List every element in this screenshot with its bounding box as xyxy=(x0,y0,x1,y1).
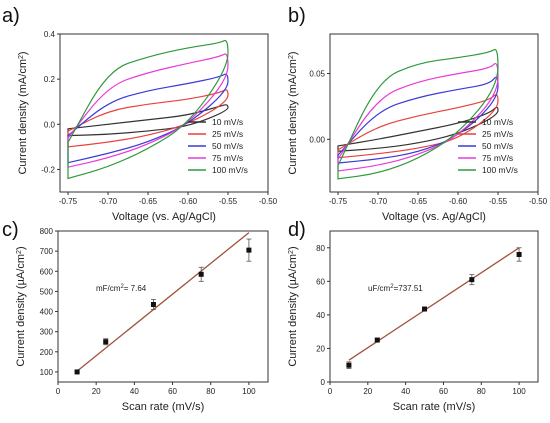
panel-label: b) xyxy=(288,5,306,27)
y-axis-label: Current density (µA/cm2) xyxy=(287,246,299,366)
y-tick-label: 0.2 xyxy=(44,75,56,84)
y-tick-label: 100 xyxy=(40,368,54,377)
x-tick-label: -0.70 xyxy=(99,197,118,206)
x-axis-label: Scan rate (mV/s) xyxy=(122,401,205,413)
legend-entry: 100 mV/s xyxy=(212,165,248,175)
series-75-mv-s-curve xyxy=(337,63,499,172)
data-point xyxy=(516,251,522,257)
x-tick-label: -0.55 xyxy=(489,197,508,206)
data-point xyxy=(198,271,204,277)
series-50-mv-s-curve xyxy=(337,76,499,164)
x-tick-label: -0.55 xyxy=(219,197,238,206)
panel-b: b) -0.75 -0.70 -0.65 -0.60 -0.55 -0.50 0.00 0.05… xyxy=(287,5,548,223)
x-tick-label: -0.50 xyxy=(529,197,548,206)
legend-entry: 100 mV/s xyxy=(482,165,518,175)
legend-entry: 75 mV/s xyxy=(482,153,513,163)
series-25-mv-s-curve xyxy=(337,94,499,159)
x-tick-label: 80 xyxy=(206,387,215,396)
y-tick-label: 300 xyxy=(40,328,54,337)
series-10-mv-s-curve xyxy=(337,106,499,152)
panel-label: d) xyxy=(288,219,306,241)
legend-entry: 25 mV/s xyxy=(212,129,243,139)
panel-a: a) -0.75 -0.70 -0.65 -0.60 -0.55 -0.50 -0.2 0.0 0… xyxy=(2,5,278,223)
legend: 10 mV/s 25 mV/s 50 mV/s 75 mV/s 100 mV/s xyxy=(458,117,518,175)
y-tick-label: 20 xyxy=(316,344,325,353)
y-tick-label: 500 xyxy=(40,287,54,296)
panel-c: c) 0 20 40 60 80 100 100 200 300 400 500 600 700 800 Sc… xyxy=(2,219,269,413)
y-tick-label: 0.05 xyxy=(309,70,325,79)
x-tick-label: 0 xyxy=(328,387,333,396)
x-axis-label: Scan rate (mV/s) xyxy=(393,401,476,413)
y-tick-label: 0 xyxy=(321,378,326,387)
series-100-mv-s-curve xyxy=(67,39,229,180)
y-tick-label: 0.0 xyxy=(44,120,56,129)
series-50-mv-s-curve xyxy=(67,73,229,164)
data-point xyxy=(150,301,156,307)
y-tick-label: 800 xyxy=(40,227,54,236)
fit-line xyxy=(76,232,250,372)
x-tick-label: 20 xyxy=(92,387,101,396)
data-point xyxy=(346,362,352,368)
y-tick-label: 200 xyxy=(40,348,54,357)
data-point xyxy=(74,369,80,375)
x-tick-label: -0.65 xyxy=(409,197,428,206)
x-axis-label: Voltage (vs. Ag/AgCl) xyxy=(382,211,486,223)
legend-entry: 50 mV/s xyxy=(482,141,513,151)
fit-line xyxy=(348,247,520,361)
legend-entry: 10 mV/s xyxy=(482,117,513,127)
plot-frame xyxy=(57,230,269,383)
plot-frame xyxy=(329,33,539,193)
y-tick-label: 40 xyxy=(316,311,325,320)
panel-label: a) xyxy=(2,5,20,27)
y-tick-label: 400 xyxy=(40,308,54,317)
plot-frame xyxy=(329,230,539,383)
fit-annotation: mF/cm2= 7.64 xyxy=(96,284,147,293)
y-axis-label: Current density (mA/cm2) xyxy=(287,51,299,174)
series-10-mv-s-curve xyxy=(67,104,229,137)
x-tick-label: -0.60 xyxy=(179,197,198,206)
fit-annotation: uF/cm2=737.51 xyxy=(368,284,423,293)
data-point xyxy=(246,247,252,253)
y-tick-label: -0.2 xyxy=(41,165,55,174)
x-tick-label: 60 xyxy=(168,387,177,396)
x-tick-label: -0.70 xyxy=(369,197,388,206)
x-tick-label: -0.65 xyxy=(139,197,158,206)
x-tick-label: -0.50 xyxy=(259,197,278,206)
legend-entry: 10 mV/s xyxy=(212,117,243,127)
x-tick-label: 100 xyxy=(242,387,256,396)
x-tick-label: -0.75 xyxy=(59,197,78,206)
y-axis-label: Current density (µA/cm2) xyxy=(15,246,27,366)
legend-entry: 25 mV/s xyxy=(482,129,513,139)
x-tick-label: -0.60 xyxy=(449,197,468,206)
series-75-mv-s-curve xyxy=(67,53,229,168)
data-point xyxy=(374,337,380,343)
legend-entry: 75 mV/s xyxy=(212,153,243,163)
series-100-mv-s-curve xyxy=(337,48,499,180)
x-tick-label: 40 xyxy=(130,387,139,396)
y-tick-label: 80 xyxy=(316,244,325,253)
x-tick-label: 100 xyxy=(512,387,526,396)
x-axis-label: Voltage (vs. Ag/AgCl) xyxy=(112,211,216,223)
x-tick-label: 80 xyxy=(477,387,486,396)
plot-frame xyxy=(59,33,269,193)
y-tick-label: 600 xyxy=(40,267,54,276)
data-point xyxy=(469,277,475,283)
y-tick-label: 0.00 xyxy=(309,135,325,144)
x-tick-label: -0.75 xyxy=(329,197,348,206)
x-tick-label: 20 xyxy=(363,387,372,396)
y-tick-label: 0.4 xyxy=(44,30,56,39)
y-tick-label: 700 xyxy=(40,247,54,256)
x-tick-label: 40 xyxy=(401,387,410,396)
legend-entry: 50 mV/s xyxy=(212,141,243,151)
data-point xyxy=(422,306,428,312)
panel-label: c) xyxy=(2,219,19,241)
y-axis-label: Current density (mA/cm2) xyxy=(17,51,29,174)
y-tick-label: 60 xyxy=(316,277,325,286)
legend: 10 mV/s 25 mV/s 50 mV/s 75 mV/s 100 mV/s xyxy=(188,117,248,175)
x-tick-label: 60 xyxy=(439,387,448,396)
data-point xyxy=(103,339,109,345)
x-tick-label: 0 xyxy=(56,387,61,396)
